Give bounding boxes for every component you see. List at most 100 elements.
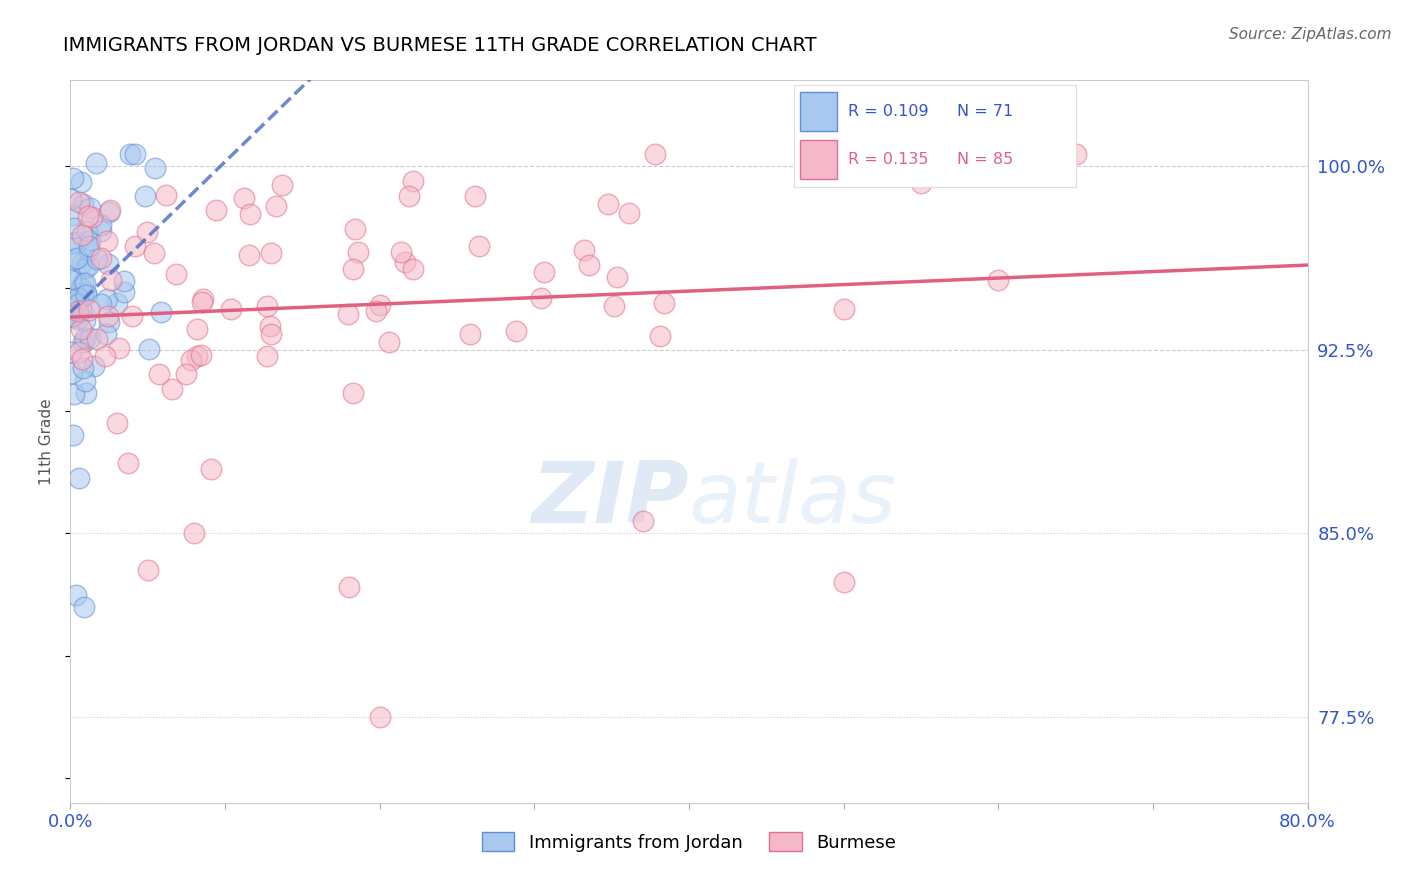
Point: [83, 359, 105, 373]
Point: [69, 286, 91, 301]
Point: [62, 310, 84, 324]
Point: [149, 305, 172, 319]
Point: [62, 367, 84, 381]
Point: [86, 252, 108, 266]
Point: [62, 171, 84, 186]
Text: ZIP: ZIP: [531, 458, 689, 541]
Point: [75, 285, 97, 300]
Point: [530, 291, 553, 305]
Point: [389, 245, 412, 260]
Point: [70, 228, 93, 243]
Point: [219, 301, 242, 316]
Point: [90, 224, 112, 238]
Point: [79, 330, 101, 344]
Point: [66, 297, 89, 311]
Point: [62, 428, 84, 442]
Text: R = 0.109: R = 0.109: [848, 103, 928, 119]
Point: [70, 321, 93, 335]
Text: R = 0.135: R = 0.135: [848, 153, 928, 167]
Point: [165, 268, 187, 282]
Point: [121, 309, 143, 323]
Point: [347, 244, 370, 259]
Point: [191, 295, 214, 310]
Point: [264, 198, 287, 212]
Point: [60, 292, 83, 306]
Point: [200, 462, 222, 476]
Point: [205, 203, 228, 218]
Point: [402, 174, 425, 188]
Point: [186, 350, 208, 364]
Point: [90, 297, 112, 311]
Point: [98, 202, 121, 217]
Point: [90, 219, 112, 233]
Point: [60, 208, 83, 222]
Point: [138, 342, 160, 356]
Point: [910, 176, 932, 190]
Point: [67, 312, 90, 326]
Point: [155, 187, 177, 202]
Y-axis label: 11th Grade: 11th Grade: [39, 398, 55, 485]
Text: atlas: atlas: [689, 458, 897, 541]
Point: [619, 206, 641, 220]
Point: [1064, 146, 1087, 161]
Point: [256, 299, 278, 313]
Point: [143, 161, 166, 176]
Point: [77, 209, 100, 223]
Point: [69, 281, 91, 295]
Point: [62, 235, 84, 250]
Point: [117, 456, 139, 470]
Point: [66, 306, 89, 320]
Point: [105, 296, 128, 310]
Bar: [800, 140, 837, 179]
Point: [79, 233, 101, 247]
Point: [468, 238, 491, 252]
Point: [174, 367, 197, 381]
Text: Source: ZipAtlas.com: Source: ZipAtlas.com: [1229, 27, 1392, 42]
Point: [112, 285, 135, 300]
Point: [98, 204, 121, 219]
Point: [96, 292, 118, 306]
Point: [73, 599, 96, 614]
Point: [124, 146, 146, 161]
Point: [72, 360, 94, 375]
Point: [73, 313, 96, 327]
Point: [148, 367, 170, 381]
Point: [160, 382, 183, 396]
Point: [118, 146, 141, 161]
Point: [60, 193, 83, 207]
Point: [572, 243, 595, 257]
Point: [90, 251, 112, 265]
Point: [72, 334, 94, 349]
Point: [180, 353, 202, 368]
Point: [337, 580, 360, 594]
Point: [72, 287, 94, 301]
Point: [94, 349, 117, 363]
Point: [62, 221, 84, 235]
Point: [72, 197, 94, 211]
Point: [596, 197, 619, 211]
Point: [75, 385, 97, 400]
Point: [70, 256, 93, 270]
Point: [832, 575, 855, 590]
Point: [394, 255, 416, 269]
Point: [136, 563, 159, 577]
Point: [342, 262, 364, 277]
Point: [75, 276, 97, 290]
Point: [96, 235, 118, 249]
Point: [79, 201, 101, 215]
Point: [464, 189, 486, 203]
Point: [77, 244, 100, 258]
Point: [98, 315, 121, 329]
Point: [190, 348, 212, 362]
Point: [233, 191, 256, 205]
Legend: Immigrants from Jordan, Burmese: Immigrants from Jordan, Burmese: [474, 825, 904, 859]
Point: [238, 248, 260, 262]
Point: [67, 194, 90, 209]
Point: [63, 252, 86, 266]
Point: [77, 260, 100, 274]
Point: [402, 262, 425, 277]
Point: [97, 257, 120, 271]
Text: N = 85: N = 85: [957, 153, 1014, 167]
Point: [342, 386, 364, 401]
Bar: [800, 92, 837, 131]
